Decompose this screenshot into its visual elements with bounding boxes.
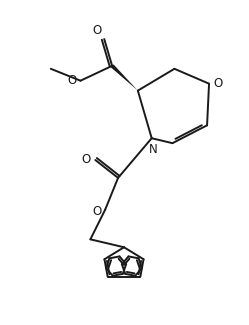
Text: O: O bbox=[213, 77, 222, 90]
Text: O: O bbox=[92, 205, 101, 218]
Polygon shape bbox=[111, 64, 138, 91]
Text: N: N bbox=[149, 143, 158, 156]
Text: O: O bbox=[92, 24, 101, 37]
Text: O: O bbox=[67, 74, 76, 87]
Text: O: O bbox=[81, 152, 90, 165]
